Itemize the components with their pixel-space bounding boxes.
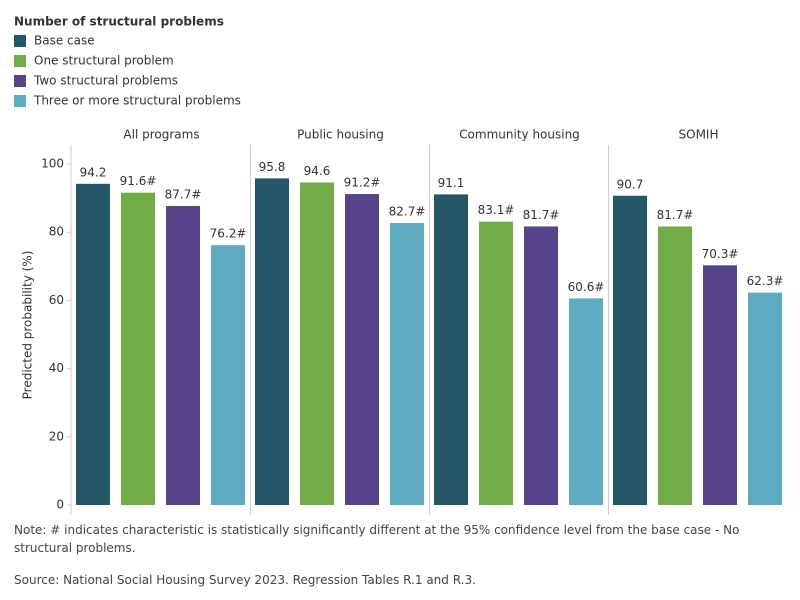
value-label: 62.3# <box>747 274 784 288</box>
y-axis-label: Predicted probability (%) <box>21 251 35 400</box>
chart: Number of structural problems Predicted … <box>14 15 784 515</box>
value-label: 60.6# <box>568 280 605 294</box>
bar <box>703 265 737 505</box>
legend-label: Three or more structural problems <box>33 94 241 108</box>
legend-swatch <box>14 35 26 47</box>
y-tick-label: 60 <box>49 293 64 307</box>
value-label: 76.2# <box>210 227 247 241</box>
bar <box>613 195 647 505</box>
note: Note: # indicates characteristic is stat… <box>14 523 740 555</box>
legend-label: Base case <box>34 34 95 48</box>
value-label: 91.2# <box>344 176 381 190</box>
value-label: 95.8 <box>259 160 286 174</box>
panel-header: Public housing <box>297 128 384 142</box>
bar <box>76 183 110 505</box>
bar <box>166 205 200 506</box>
bar <box>390 223 424 505</box>
bar <box>658 226 692 506</box>
bar <box>434 194 468 505</box>
value-label: 91.6# <box>120 174 157 188</box>
value-label: 81.7# <box>523 208 560 222</box>
bar <box>345 194 379 505</box>
bar <box>255 178 289 505</box>
value-label: 94.6 <box>304 164 331 178</box>
panel-header: SOMIH <box>679 128 719 142</box>
bar <box>479 221 513 505</box>
panel-header: All programs <box>123 128 199 142</box>
panel-header: Community housing <box>459 128 580 142</box>
y-tick-label: 80 <box>49 225 64 239</box>
value-label: 90.7 <box>617 177 644 191</box>
source: Source: National Social Housing Survey 2… <box>14 573 476 587</box>
bar <box>121 192 155 505</box>
bar <box>748 292 782 505</box>
legend-swatch <box>14 75 26 87</box>
legend-swatch <box>14 55 26 67</box>
bar <box>211 245 245 506</box>
bar <box>524 226 558 506</box>
value-label: 94.2 <box>80 165 107 179</box>
value-label: 70.3# <box>702 247 739 261</box>
value-label: 81.7# <box>657 208 694 222</box>
value-label: 91.1 <box>438 176 465 190</box>
value-label: 82.7# <box>389 205 426 219</box>
value-label: 83.1# <box>478 203 515 217</box>
legend-label: Two structural problems <box>33 74 178 88</box>
legend-title: Number of structural problems <box>14 15 224 29</box>
y-tick-label: 100 <box>41 157 64 171</box>
y-tick-label: 0 <box>56 498 64 512</box>
value-label: 87.7# <box>165 187 202 201</box>
legend-label: One structural problem <box>34 54 174 68</box>
y-tick-label: 20 <box>49 429 64 443</box>
bar <box>300 182 334 505</box>
bar <box>569 298 603 505</box>
legend-swatch <box>14 95 26 107</box>
y-tick-label: 40 <box>49 361 64 375</box>
